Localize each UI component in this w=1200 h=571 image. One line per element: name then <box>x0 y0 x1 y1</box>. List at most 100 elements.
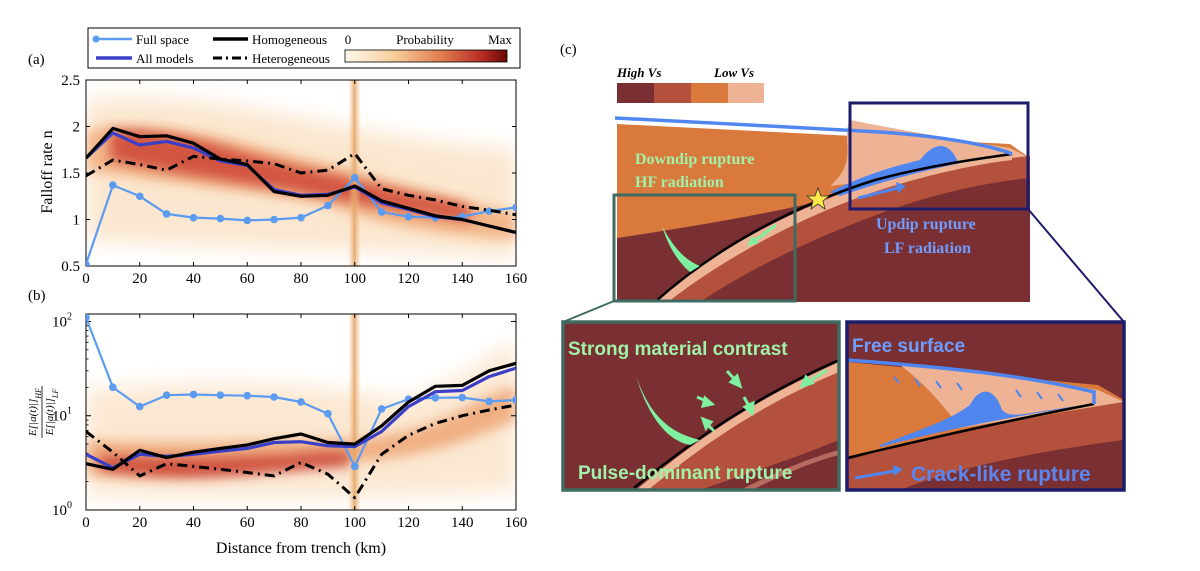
inset-left-interface <box>633 358 840 489</box>
series-full-space-point <box>350 173 359 182</box>
downdip-label-line1: Downdip rupture <box>635 151 754 168</box>
updip-arrow-icon <box>857 182 906 200</box>
slab-band <box>660 156 1030 302</box>
colorbar-title: Probability <box>396 32 454 47</box>
series-full-space-point <box>377 405 386 413</box>
legend-label-full-space: Full space <box>136 32 189 47</box>
series-full-space-point <box>216 214 225 223</box>
series-full-space-point <box>485 397 493 406</box>
y-tick-label: 0.5 <box>61 259 80 275</box>
highlight-band-b <box>348 314 361 510</box>
inset-right: Free surface Crack-like rupture <box>845 320 1126 492</box>
y-tick-label: 101 <box>52 406 72 425</box>
series-heterogeneous-line <box>86 152 516 217</box>
colorbar-max-label: Max <box>488 32 512 47</box>
inset-right-top-label: Free surface <box>852 336 965 357</box>
series-full-space-point <box>109 383 117 392</box>
updip-label-line1: Updip rupture <box>876 216 976 233</box>
series-full-space-point <box>86 314 90 322</box>
inset-right-wedge-blue <box>880 391 1094 447</box>
x-tick-label: 80 <box>294 515 309 531</box>
series-full-space-point <box>270 215 278 224</box>
chart-a: 0 20 40 60 80 100 120 140 160 0.5 1 1.5 2 2.5 Falloff… <box>39 73 527 287</box>
series-full-space-point <box>135 192 144 201</box>
highlight-band-a <box>348 80 361 266</box>
inset-right-bottom-label: Crack-like rupture <box>911 463 1091 486</box>
vs-swatch-1 <box>617 83 654 103</box>
x-tick-label: 160 <box>505 515 528 531</box>
connector-right-a <box>1027 208 1125 323</box>
series-full-space-point <box>512 396 516 404</box>
x-tick-label: 0 <box>82 515 90 531</box>
y-tick-label: 2 <box>73 120 81 136</box>
wedge-blue <box>830 145 1010 196</box>
inset-right-light <box>900 365 1124 428</box>
vs-legend: High Vs Low Vs <box>616 65 764 103</box>
plate-interface <box>654 152 1013 303</box>
vs-swatch-2 <box>654 83 691 103</box>
series-homogeneous-line <box>86 126 516 235</box>
series-full-space-point <box>86 260 90 266</box>
inset-right-surface <box>846 358 1096 404</box>
inset-right-interface <box>846 402 1095 460</box>
chart-b-ylabel-numerator: E[|a(t)|]HF <box>27 388 43 437</box>
series-full-space-point <box>162 210 171 218</box>
inset-left-slab-thin <box>636 362 839 490</box>
series-full-space-point <box>297 213 305 222</box>
colorbar <box>344 49 508 63</box>
x-tick-label: 160 <box>505 271 528 287</box>
series-full-space-point <box>458 393 467 402</box>
series-full-space-point <box>324 201 332 210</box>
panel-label-b: (b) <box>28 288 46 304</box>
inset-left: Strong material contrast Pulse-dominant … <box>561 320 841 492</box>
inset-right-surface-arrows-icon <box>893 376 1064 402</box>
y-tick-label: 1 <box>73 213 81 229</box>
series-full-space-point <box>324 409 332 418</box>
inset-right-rupture-arrow-icon <box>854 465 903 480</box>
chart-a-ylabel: Falloff rate n <box>39 130 56 213</box>
x-tick-label: 80 <box>294 271 309 287</box>
series-full-space-point <box>189 213 198 222</box>
series-full-space-point <box>297 398 305 406</box>
series-full-space-point <box>243 216 252 225</box>
inset-right-frame <box>845 320 1126 492</box>
inset-left-slab <box>638 365 839 490</box>
series-full-space-point <box>270 393 278 401</box>
panel-label-c: (c) <box>560 42 577 58</box>
legend-label-heterogeneous: Heterogeneous <box>252 51 330 66</box>
series-full-space-point <box>431 393 440 402</box>
series-full-space-point <box>243 391 252 400</box>
chart-b-series <box>86 314 516 500</box>
zoom-box-right <box>848 101 1030 211</box>
inset-left-top-label: Strong material contrast <box>568 339 788 360</box>
connector-left <box>562 300 615 323</box>
chart-b: 0 20 40 60 80 100 120 140 160 100 101 102 E[|a(t)|]… <box>27 311 527 557</box>
x-tick-label: 40 <box>186 515 201 531</box>
inset-left-pulse <box>636 376 700 445</box>
vs-swatch-4 <box>728 83 764 103</box>
y-tick-label: 100 <box>52 500 72 519</box>
series-full-space-point <box>135 402 144 411</box>
series-full-space-point <box>512 203 516 212</box>
y-tick-label: 1.5 <box>61 166 80 182</box>
vs-swatch-3 <box>691 83 728 103</box>
x-tick-label: 40 <box>186 271 201 287</box>
x-tick-label: 0 <box>82 271 90 287</box>
x-tick-label: 140 <box>451 515 474 531</box>
legend: Full space All models Homogeneous Hetero… <box>87 27 521 69</box>
colorbar-min-label: 0 <box>345 32 352 47</box>
x-tick-label: 20 <box>132 271 147 287</box>
inset-left-slab-lower <box>740 450 839 490</box>
series-full-space-point <box>189 390 198 399</box>
chart-a-axes: 0 20 40 60 80 100 120 140 160 0.5 1 1.5 2 2.5 <box>61 73 527 287</box>
y-tick-label: 102 <box>52 311 72 330</box>
inset-left-arrows-icon <box>696 368 828 433</box>
series-full-space-point <box>162 391 171 400</box>
heat-b-core <box>100 451 350 478</box>
downdip-arrow-icon <box>747 223 777 246</box>
chart-b-axes: 0 20 40 60 80 100 120 140 160 100 101 102 <box>52 311 527 531</box>
series-full-space-point <box>216 391 225 400</box>
inset-right-slab <box>847 402 1124 490</box>
series-full-space-point <box>350 462 359 471</box>
